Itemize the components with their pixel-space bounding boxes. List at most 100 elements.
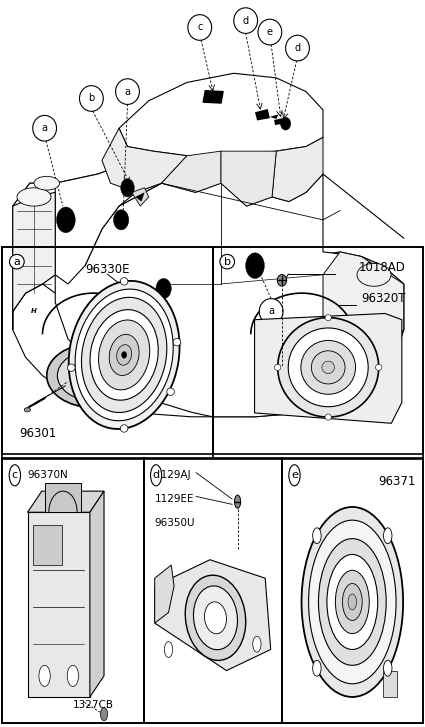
Polygon shape — [119, 73, 323, 156]
Ellipse shape — [122, 352, 127, 358]
Ellipse shape — [277, 275, 286, 286]
Ellipse shape — [301, 340, 356, 394]
Ellipse shape — [17, 188, 51, 206]
Ellipse shape — [113, 210, 129, 230]
Text: 96301: 96301 — [19, 427, 57, 440]
Ellipse shape — [309, 520, 396, 684]
Polygon shape — [55, 147, 187, 284]
Polygon shape — [383, 670, 397, 697]
Polygon shape — [45, 483, 81, 513]
Ellipse shape — [173, 339, 181, 346]
Circle shape — [116, 79, 139, 105]
Ellipse shape — [318, 539, 386, 665]
Ellipse shape — [57, 207, 75, 233]
Ellipse shape — [167, 388, 174, 395]
Ellipse shape — [266, 355, 338, 406]
Ellipse shape — [357, 263, 391, 286]
Circle shape — [259, 299, 283, 324]
Circle shape — [33, 116, 57, 141]
Ellipse shape — [253, 636, 261, 652]
Text: a: a — [268, 307, 274, 316]
Ellipse shape — [325, 315, 332, 321]
Ellipse shape — [156, 278, 171, 299]
Polygon shape — [13, 193, 55, 311]
Ellipse shape — [75, 289, 173, 421]
Text: a: a — [42, 124, 48, 133]
Ellipse shape — [47, 343, 140, 408]
Polygon shape — [255, 109, 270, 121]
Ellipse shape — [100, 707, 108, 720]
Circle shape — [9, 254, 24, 269]
Text: d: d — [295, 43, 300, 53]
Text: a: a — [14, 257, 20, 267]
Ellipse shape — [121, 179, 134, 197]
Text: b: b — [88, 94, 94, 103]
Ellipse shape — [235, 495, 241, 508]
Ellipse shape — [90, 310, 158, 400]
Circle shape — [188, 15, 212, 40]
Polygon shape — [270, 115, 278, 119]
Polygon shape — [33, 526, 62, 565]
Circle shape — [79, 86, 103, 111]
Polygon shape — [13, 147, 162, 252]
Polygon shape — [221, 151, 276, 206]
Text: c: c — [12, 470, 18, 481]
Text: d: d — [153, 470, 160, 481]
Polygon shape — [102, 128, 187, 193]
Text: 1129AJ: 1129AJ — [155, 470, 191, 480]
Ellipse shape — [288, 328, 368, 406]
Ellipse shape — [57, 350, 130, 401]
Text: 96330E: 96330E — [85, 263, 130, 276]
Text: 1018AD: 1018AD — [359, 262, 406, 274]
Ellipse shape — [24, 408, 31, 412]
Text: c: c — [197, 23, 202, 33]
Ellipse shape — [185, 575, 246, 660]
Ellipse shape — [327, 555, 378, 649]
Ellipse shape — [325, 414, 332, 420]
Text: 1327CB: 1327CB — [73, 700, 114, 710]
Ellipse shape — [376, 364, 382, 371]
Circle shape — [286, 36, 309, 61]
Polygon shape — [162, 151, 221, 193]
Circle shape — [258, 19, 282, 45]
Polygon shape — [13, 252, 404, 417]
Polygon shape — [255, 313, 402, 423]
Text: b: b — [224, 257, 231, 267]
Ellipse shape — [278, 318, 379, 417]
Circle shape — [150, 465, 162, 486]
Circle shape — [289, 465, 300, 486]
Ellipse shape — [67, 665, 79, 686]
Ellipse shape — [312, 350, 345, 384]
Ellipse shape — [275, 364, 281, 371]
Text: 96371: 96371 — [378, 475, 416, 489]
Ellipse shape — [348, 594, 357, 610]
Ellipse shape — [120, 278, 128, 285]
Polygon shape — [155, 560, 271, 670]
Ellipse shape — [255, 348, 348, 412]
Ellipse shape — [39, 665, 50, 686]
Polygon shape — [28, 513, 90, 697]
Polygon shape — [155, 565, 174, 623]
Ellipse shape — [117, 345, 132, 365]
Polygon shape — [132, 188, 149, 206]
Text: a: a — [148, 373, 154, 383]
Ellipse shape — [335, 570, 369, 634]
Polygon shape — [90, 491, 104, 697]
Polygon shape — [203, 91, 223, 103]
Ellipse shape — [246, 253, 264, 278]
Polygon shape — [13, 183, 55, 330]
Polygon shape — [274, 119, 283, 125]
Ellipse shape — [34, 177, 60, 190]
Ellipse shape — [99, 320, 150, 390]
Polygon shape — [28, 491, 104, 513]
Ellipse shape — [120, 425, 128, 433]
Ellipse shape — [383, 528, 392, 544]
Circle shape — [9, 465, 20, 486]
Polygon shape — [135, 193, 144, 201]
Text: e: e — [291, 470, 298, 481]
Ellipse shape — [343, 584, 362, 620]
Ellipse shape — [193, 586, 238, 650]
Ellipse shape — [204, 602, 227, 634]
Ellipse shape — [280, 366, 323, 395]
Ellipse shape — [82, 297, 167, 412]
